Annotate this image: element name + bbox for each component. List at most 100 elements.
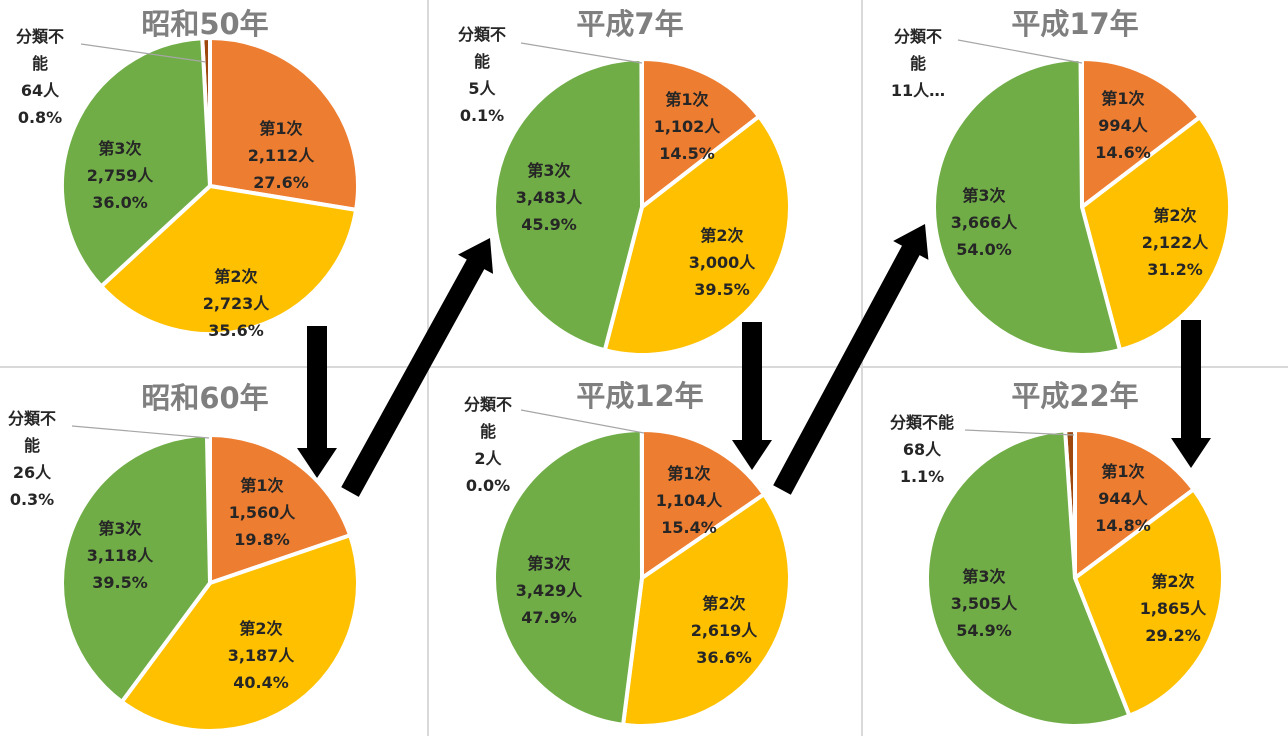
slice-label-unclassified: 分類不 <box>894 27 942 46</box>
pie-slice <box>932 57 1122 357</box>
slice-label-unclassified: 0.1% <box>460 106 504 125</box>
slice-label: 3,666人 <box>951 213 1019 232</box>
slice-label: 27.6% <box>253 173 309 192</box>
slice-label: 2,759人 <box>87 166 155 185</box>
slice-label: 第2次 <box>1151 572 1194 591</box>
slice-label: 第3次 <box>527 554 570 573</box>
slice-label: 36.6% <box>696 648 752 667</box>
flow-arrows <box>297 224 1211 497</box>
slice-label: 45.9% <box>521 215 577 234</box>
slice-label: 39.5% <box>694 280 750 299</box>
slice-label: 944人 <box>1098 489 1148 508</box>
pie-slice <box>640 428 767 580</box>
slice-label: 40.4% <box>233 673 289 692</box>
slice-label-unclassified: 分類不 <box>458 25 506 44</box>
pie-slice <box>492 428 644 727</box>
pie-slice <box>1080 115 1232 353</box>
slice-label: 第2次 <box>214 267 257 286</box>
slice-label: 2,122人 <box>1142 233 1210 252</box>
chart-title: 平成22年 <box>1011 379 1138 413</box>
slice-label: 第1次 <box>1101 462 1144 481</box>
slice-label: 2,723人 <box>203 294 271 313</box>
pie-slice <box>60 36 212 289</box>
slice-label: 第3次 <box>962 567 1005 586</box>
slice-label: 54.9% <box>956 621 1012 640</box>
slice-label-unclassified: 分類不 <box>464 395 512 414</box>
pie-slice <box>208 36 360 212</box>
leader-line <box>520 409 645 434</box>
flow-arrow <box>732 322 772 470</box>
slice-label: 31.2% <box>1147 260 1203 279</box>
slice-label: 3,187人 <box>228 646 296 665</box>
slice-label-unclassified: 0.0% <box>466 476 510 495</box>
pie-slice <box>60 433 212 704</box>
chart-title: 昭和60年 <box>141 381 268 415</box>
slice-label-unclassified: 11人… <box>891 81 945 100</box>
slice-label: 2,619人 <box>691 621 759 640</box>
pie-slice <box>925 428 1132 728</box>
pie-slice <box>492 57 644 353</box>
slice-label: 1,102人 <box>654 117 722 136</box>
pie-slice <box>640 57 762 209</box>
slice-label-unclassified: 0.3% <box>10 490 54 509</box>
slice-label: 36.0% <box>92 193 148 212</box>
pie-slice <box>99 184 359 336</box>
slice-label: 第3次 <box>98 519 141 538</box>
pie-slice <box>602 114 792 357</box>
chart-title: 昭和50年 <box>141 7 268 41</box>
leader-line <box>957 39 1083 64</box>
slice-label-unclassified: 68人 <box>903 440 942 459</box>
slice-label: 第2次 <box>700 226 743 245</box>
slice-label: 3,483人 <box>516 188 584 207</box>
slice-label: 29.2% <box>1145 626 1201 645</box>
slice-label: 3,505人 <box>951 594 1019 613</box>
leader-line <box>964 429 1075 436</box>
chart-title: 平成12年 <box>576 379 703 413</box>
slice-label: 19.8% <box>234 530 290 549</box>
chart-title: 平成7年 <box>576 7 683 41</box>
slice-label: 第3次 <box>527 161 570 180</box>
slice-label: 14.5% <box>659 144 715 163</box>
slice-label: 3,429人 <box>516 581 584 600</box>
slice-label: 第1次 <box>667 464 710 483</box>
slice-label: 1,865人 <box>1140 599 1208 618</box>
slice-label: 14.6% <box>1095 143 1151 162</box>
slice-label: 第2次 <box>702 594 745 613</box>
slice-label-unclassified: 64人 <box>21 81 60 100</box>
slice-label: 第2次 <box>239 619 282 638</box>
leader-line <box>71 425 210 439</box>
slice-label-unclassified: 分類不 <box>16 27 64 46</box>
slice-label: 3,118人 <box>87 546 155 565</box>
slice-label: 35.6% <box>208 321 264 340</box>
slice-label: 2,112人 <box>248 146 316 165</box>
flow-arrow <box>773 224 929 495</box>
pie-slice <box>621 492 792 728</box>
slice-label: 1,560人 <box>229 503 297 522</box>
slice-label: 14.8% <box>1095 516 1151 535</box>
slice-label: 1,104人 <box>656 491 724 510</box>
flow-arrow <box>341 238 494 497</box>
chart-title: 平成17年 <box>1011 7 1138 41</box>
slice-label: 994人 <box>1098 116 1148 135</box>
slice-label-unclassified: 能 <box>910 54 926 73</box>
slice-label: 39.5% <box>92 573 148 592</box>
slice-label: 第1次 <box>665 90 708 109</box>
flow-arrow <box>1171 320 1211 468</box>
slice-label-unclassified: 能 <box>474 52 490 71</box>
slice-label: 第1次 <box>259 119 302 138</box>
slice-label: 第1次 <box>1101 89 1144 108</box>
leader-line <box>80 43 207 63</box>
slice-label-unclassified: 能 <box>480 422 496 441</box>
slice-label: 54.0% <box>956 240 1012 259</box>
slice-label-unclassified: 0.8% <box>18 108 62 127</box>
slice-label-unclassified: 1.1% <box>900 467 944 486</box>
slice-label-unclassified: 26人 <box>13 463 52 482</box>
flow-arrow <box>297 326 337 478</box>
